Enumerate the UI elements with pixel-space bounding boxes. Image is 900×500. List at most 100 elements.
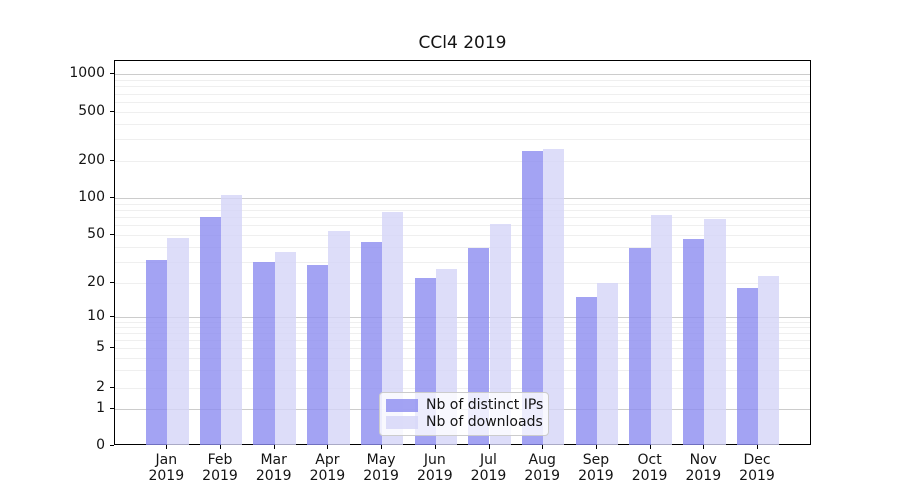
bar-distinct-ips <box>146 260 168 445</box>
x-tick-mark <box>757 445 758 449</box>
gridline-minor <box>115 217 810 219</box>
y-tick-label: 0 <box>96 437 105 453</box>
bar-downloads <box>650 214 672 445</box>
gridline-minor <box>115 203 810 205</box>
gridline-major <box>115 74 810 75</box>
y-tick-mark <box>110 387 114 388</box>
y-tick-label: 200 <box>78 152 105 168</box>
y-tick-label: 100 <box>78 189 105 205</box>
bar-distinct-ips <box>575 297 597 445</box>
gridline-minor <box>115 370 810 372</box>
bar-downloads <box>167 238 189 445</box>
y-tick-label: 10 <box>87 308 105 324</box>
legend-swatch-distinct-ips-icon <box>386 399 418 412</box>
gridline-minor <box>115 332 810 334</box>
gridline-major <box>115 198 810 199</box>
y-tick-mark <box>110 347 114 348</box>
x-tick-label: Apr 2019 <box>309 452 346 484</box>
bar-distinct-ips <box>736 288 758 445</box>
y-tick-label: 1000 <box>69 65 105 81</box>
gridline-minor <box>115 235 810 236</box>
legend-item-downloads: Nb of downloads <box>386 414 543 430</box>
gridline-minor <box>115 93 810 95</box>
gridline-minor <box>115 112 810 113</box>
bar-distinct-ips <box>199 217 221 445</box>
x-tick-label: Sep 2019 <box>578 452 614 484</box>
bar-downloads <box>758 275 780 445</box>
x-tick-label: Dec 2019 <box>739 452 775 484</box>
bar-distinct-ips <box>629 248 651 445</box>
gridline-minor <box>115 321 810 323</box>
x-tick-label: Jun 2019 <box>416 452 453 484</box>
bar-distinct-ips <box>683 239 705 445</box>
y-tick-label: 5 <box>96 339 105 355</box>
bar-downloads <box>489 223 511 445</box>
bar-downloads <box>221 195 243 445</box>
bar-downloads <box>382 211 404 445</box>
gridline-minor <box>115 348 810 349</box>
x-tick-label: Jul 2019 <box>470 452 507 484</box>
gridline-minor <box>115 225 810 227</box>
gridline-minor <box>115 161 810 162</box>
y-tick-mark <box>110 160 114 161</box>
y-tick-mark <box>110 282 114 283</box>
x-tick-label: Aug 2019 <box>524 452 560 484</box>
x-tick-label: Jan 2019 <box>148 452 185 484</box>
x-tick-mark <box>434 445 436 449</box>
gridline-minor <box>115 283 810 284</box>
legend-label: Nb of distinct IPs <box>426 397 544 413</box>
gridline-minor <box>115 79 810 81</box>
legend-label: Nb of downloads <box>426 414 543 430</box>
gridline-minor <box>115 339 810 341</box>
y-tick-label: 50 <box>87 226 105 242</box>
bar-distinct-ips <box>521 151 544 445</box>
gridline-minor <box>115 261 810 263</box>
y-tick-label: 500 <box>78 103 105 119</box>
bar-downloads <box>543 148 565 445</box>
x-tick-mark <box>595 445 597 449</box>
x-tick-mark <box>703 445 705 449</box>
gridline-minor <box>115 326 810 328</box>
bar-downloads <box>328 230 350 445</box>
y-tick-mark <box>110 408 114 409</box>
legend-item-distinct-ips: Nb of distinct IPs <box>386 397 544 413</box>
x-tick-mark <box>327 445 329 449</box>
x-tick-mark <box>488 445 490 449</box>
y-tick-mark <box>110 234 114 235</box>
bar-downloads <box>596 283 619 445</box>
bar-distinct-ips <box>360 241 383 445</box>
bar-distinct-ips <box>307 265 329 445</box>
x-tick-mark <box>381 445 383 449</box>
y-tick-label: 1 <box>96 400 105 416</box>
y-tick-mark <box>110 316 114 317</box>
x-tick-label: Oct 2019 <box>631 452 668 484</box>
x-tick-label: Mar 2019 <box>255 452 292 484</box>
y-tick-label: 20 <box>87 274 105 290</box>
gridline-minor <box>115 388 810 389</box>
gridline-minor <box>115 123 810 125</box>
legend-swatch-downloads-icon <box>386 416 418 429</box>
y-tick-mark <box>110 445 114 446</box>
x-tick-label: May 2019 <box>363 452 399 484</box>
gridline-minor <box>115 139 810 141</box>
bar-downloads <box>274 252 296 445</box>
bar-distinct-ips <box>253 261 275 445</box>
gridline-minor <box>115 357 810 359</box>
gridline-minor <box>115 86 810 88</box>
bar-downloads <box>704 218 726 445</box>
y-tick-mark <box>110 111 114 112</box>
y-tick-mark <box>110 73 114 74</box>
y-tick-label: 2 <box>96 379 105 395</box>
gridline-major <box>115 317 810 318</box>
y-tick-mark <box>110 197 114 198</box>
gridline-minor <box>115 209 810 211</box>
x-tick-label: Feb 2019 <box>202 452 238 484</box>
plot-area <box>114 60 811 445</box>
gridline-minor <box>115 102 810 103</box>
x-tick-label: Nov 2019 <box>685 452 722 484</box>
chart-title: CCl4 2019 <box>418 33 507 53</box>
gridline-minor <box>115 246 810 248</box>
legend: Nb of distinct IPs Nb of downloads <box>379 392 549 436</box>
x-tick-mark <box>166 445 168 449</box>
